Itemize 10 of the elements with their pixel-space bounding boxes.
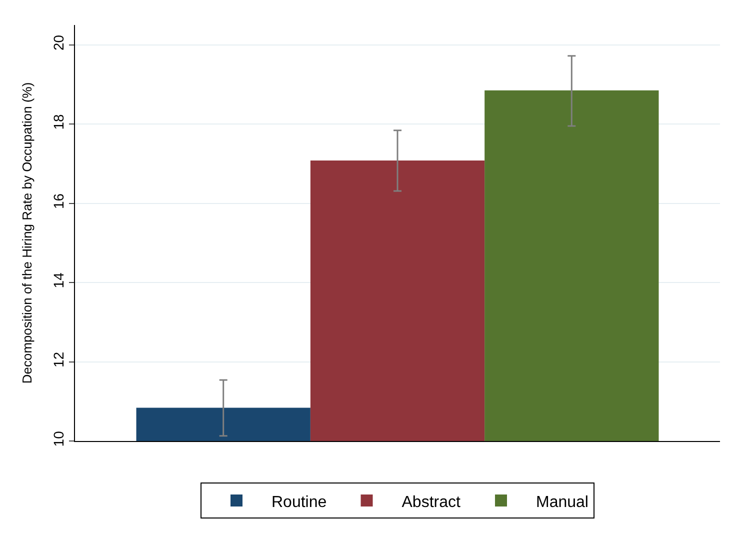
y-tick-label: 12 bbox=[50, 352, 66, 368]
y-tick-label: 16 bbox=[50, 193, 66, 209]
y-axis-title: Decomposition of the Hiring Rate by Occupation (%) bbox=[19, 82, 34, 384]
y-tick-label: 18 bbox=[50, 114, 66, 130]
y-tick-label: 20 bbox=[50, 34, 66, 50]
y-tick-label: 14 bbox=[50, 272, 66, 288]
y-tick-label: 10 bbox=[50, 430, 66, 447]
legend-label: Routine bbox=[272, 494, 327, 511]
legend-label: Manual bbox=[536, 494, 588, 511]
legend-label: Abstract bbox=[402, 494, 461, 511]
